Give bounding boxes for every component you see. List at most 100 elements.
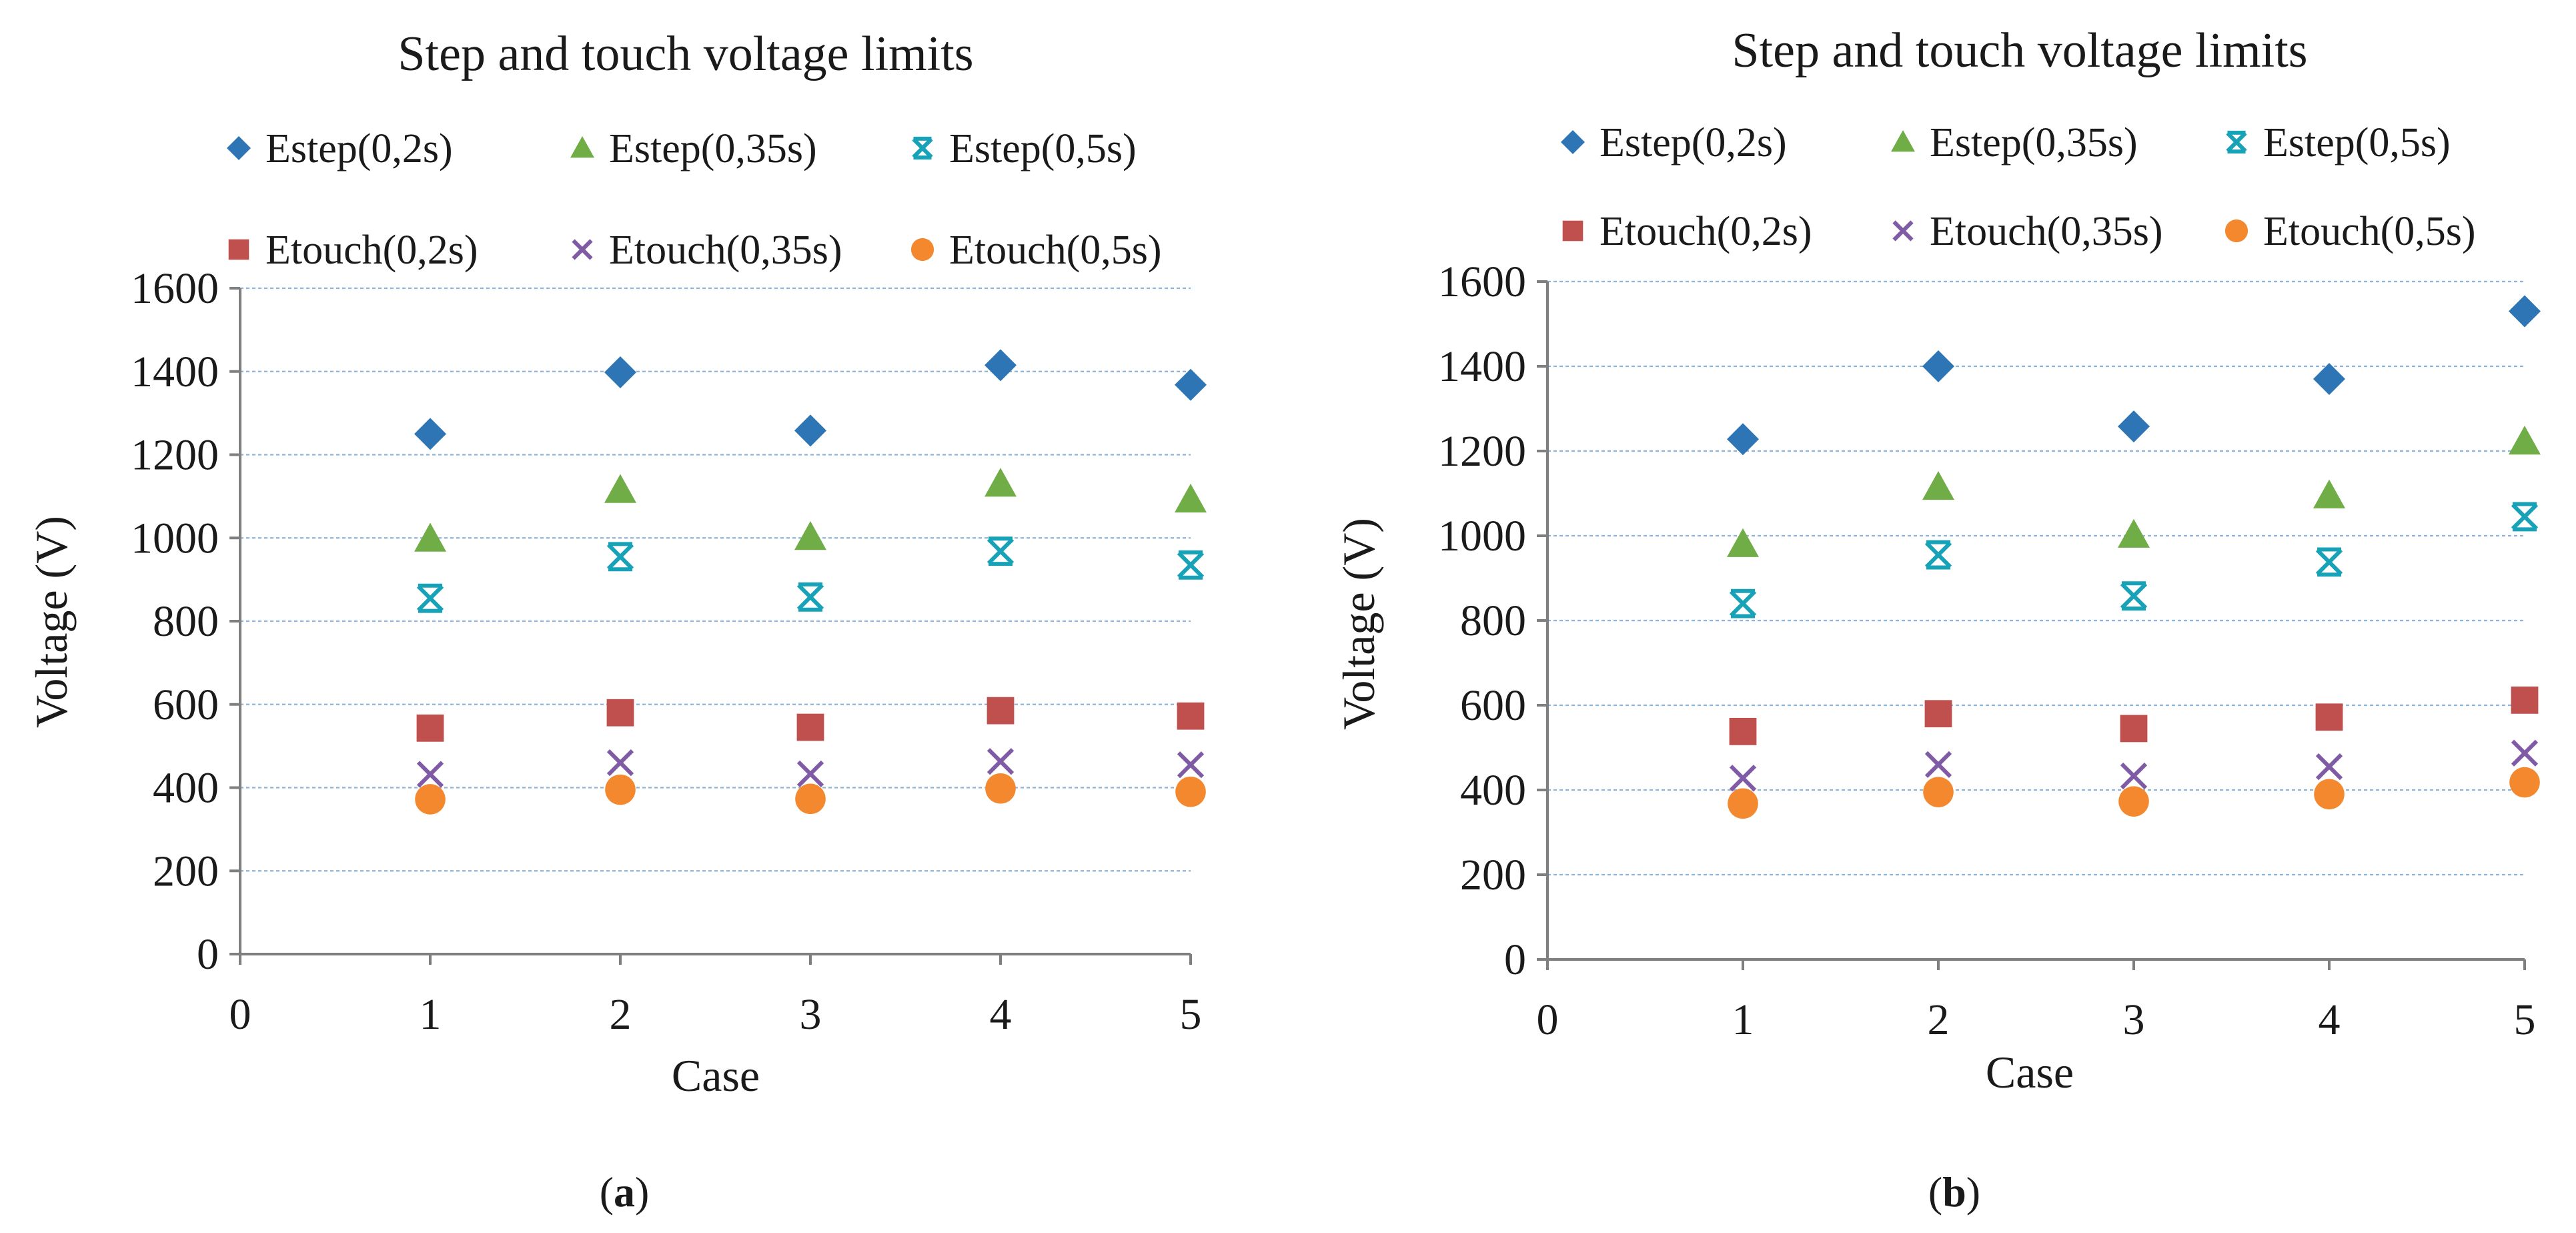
- legend-label: Estep(0,2s): [265, 126, 453, 171]
- y-tick-label: 1600: [1438, 258, 1526, 306]
- x-tick-label: 4: [2319, 995, 2341, 1044]
- legend-marker: [1562, 220, 1583, 242]
- panel-caption-b: (b): [1928, 1168, 1980, 1216]
- legend-label: Etouch(0,2s): [265, 228, 478, 273]
- data-point: [604, 474, 636, 503]
- data-point: [1922, 470, 1954, 500]
- y-tick-label: 800: [1460, 596, 1526, 645]
- data-point: [796, 760, 824, 788]
- legend-marker: [2226, 130, 2247, 154]
- y-tick-label: 400: [1460, 766, 1526, 815]
- data-point: [1727, 423, 1759, 456]
- data-point: [606, 542, 634, 572]
- legend-label: Estep(0,5s): [949, 126, 1137, 171]
- data-points: [1727, 295, 2541, 819]
- legend-item: Estep(0,5s): [2226, 120, 2451, 165]
- data-point: [2314, 779, 2345, 810]
- x-tick-label: 5: [1180, 990, 1202, 1039]
- data-point: [2120, 581, 2148, 611]
- x-tick-label: 0: [1537, 995, 1559, 1044]
- data-point: [1728, 788, 1758, 819]
- y-tick-label: 1000: [131, 514, 219, 562]
- legend-item: Etouch(0,5s): [910, 228, 1162, 273]
- data-point: [2120, 762, 2148, 790]
- data-point: [1175, 368, 1207, 401]
- legend-label: Etouch(0,5s): [2263, 209, 2476, 254]
- data-point: [1177, 550, 1205, 580]
- y-tick-label: 1000: [1438, 512, 1526, 560]
- y-tick-label: 600: [153, 681, 219, 729]
- x-tick-labels: 0 1 2 3 4 5: [229, 990, 1202, 1039]
- y-tick-label: 1400: [1438, 342, 1526, 391]
- y-tick-label: 600: [1460, 681, 1526, 730]
- data-point: [2313, 363, 2345, 396]
- data-point: [795, 783, 826, 815]
- legend-item: Estep(0,2s): [1561, 120, 1787, 165]
- legend-label: Etouch(0,5s): [949, 228, 1162, 273]
- y-tick-label: 800: [153, 597, 219, 646]
- y-tick-label: 0: [197, 930, 219, 979]
- legend-item: Etouch(0,5s): [2224, 209, 2476, 254]
- data-point: [2511, 739, 2539, 767]
- x-tick-label: 2: [1928, 995, 1950, 1044]
- x-axis-label: Case: [672, 1050, 760, 1101]
- data-point: [2118, 410, 2150, 443]
- legend-marker: [910, 238, 934, 262]
- data-point: [416, 583, 444, 613]
- legend-marker: [572, 239, 593, 260]
- data-point: [2509, 295, 2541, 328]
- legend-label: Estep(0,35s): [1930, 120, 2138, 165]
- legend-label: Estep(0,2s): [1599, 120, 1787, 165]
- data-point: [1177, 751, 1205, 779]
- data-point: [1175, 483, 1207, 513]
- legend-label: Etouch(0,35s): [609, 228, 842, 273]
- data-point: [606, 749, 634, 777]
- data-point: [796, 713, 824, 741]
- data-point: [987, 697, 1015, 725]
- legend-item: Etouch(0,35s): [572, 228, 842, 273]
- data-point: [416, 761, 444, 788]
- chart-panel-a: Step and touch voltage limits Estep(0,2s…: [26, 27, 1207, 1101]
- legend-marker: [1891, 130, 1915, 152]
- chart-legend: Estep(0,2s) Estep(0,35s) Estep(0,5s) Etouch…: [1561, 120, 2476, 254]
- data-point: [1729, 588, 1757, 619]
- data-point: [1924, 700, 1952, 728]
- data-point: [2315, 753, 2343, 781]
- data-point: [415, 784, 446, 815]
- data-point: [1175, 776, 1206, 807]
- axes: [1537, 280, 2526, 970]
- data-point: [2509, 426, 2541, 455]
- data-point: [604, 356, 636, 388]
- legend-label: Etouch(0,35s): [1930, 209, 2163, 254]
- legend-item: Estep(0,2s): [227, 126, 453, 171]
- data-point: [414, 418, 446, 450]
- x-tick-label: 4: [990, 990, 1012, 1039]
- data-point: [985, 349, 1017, 382]
- legend-marker: [228, 239, 249, 260]
- legend-item: Estep(0,5s): [912, 126, 1137, 171]
- data-point: [414, 522, 446, 552]
- y-axis-label: Voltage (V): [26, 516, 77, 728]
- legend-marker: [912, 136, 933, 160]
- legend-item: Estep(0,35s): [570, 126, 817, 171]
- y-tick-label: 200: [153, 847, 219, 895]
- legend-marker: [2224, 219, 2248, 243]
- legend-item: Etouch(0,2s): [228, 228, 478, 273]
- data-point: [1924, 751, 1952, 779]
- legend-marker: [570, 136, 594, 158]
- data-point: [605, 774, 636, 805]
- y-tick-label: 200: [1460, 851, 1526, 899]
- data-point: [985, 468, 1017, 497]
- data-point: [1729, 717, 1757, 745]
- data-point: [794, 521, 826, 550]
- data-points: [414, 349, 1207, 815]
- data-point: [2118, 518, 2150, 548]
- x-axis-label: Case: [1986, 1047, 2074, 1098]
- y-tick-labels: 0 200 400 600 800 1000 1200 1400 1600: [1438, 258, 1526, 984]
- data-point: [1727, 528, 1759, 557]
- legend-item: Etouch(0,2s): [1562, 209, 1812, 254]
- x-tick-labels: 0 1 2 3 4 5: [1537, 995, 2536, 1044]
- data-point: [416, 714, 444, 742]
- x-tick-label: 2: [610, 990, 632, 1039]
- legend-marker: [227, 136, 251, 160]
